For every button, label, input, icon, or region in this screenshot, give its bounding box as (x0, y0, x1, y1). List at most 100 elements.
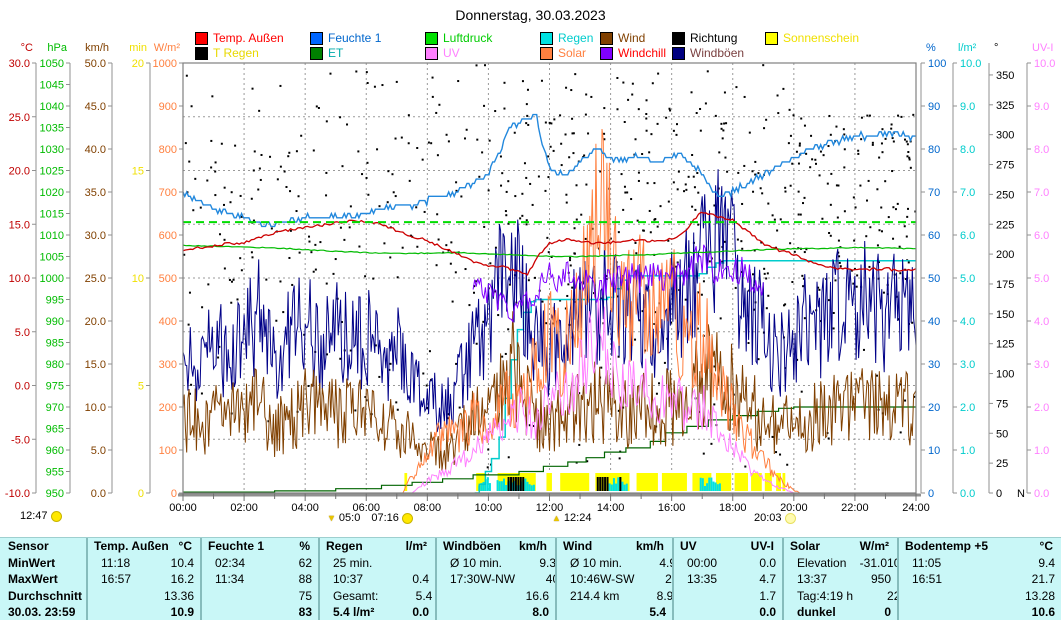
svg-text:5: 5 (138, 381, 144, 393)
cell-value: 75 (298, 588, 312, 603)
legend-color-swatch (540, 46, 553, 60)
svg-text:1000: 1000 (40, 273, 64, 285)
cell-value: 13.36 (163, 588, 194, 603)
table-column-header: Feuchte 1% (202, 538, 318, 555)
legend-color-swatch (195, 31, 208, 45)
svg-text:10.0: 10.0 (9, 273, 30, 285)
legend-color-swatch (672, 31, 685, 45)
svg-text:%: % (926, 42, 936, 54)
table-row-label: 30.03. 23:59 (0, 604, 86, 620)
table-column-solar: Solar W/m² Elevation -31.010 13:37 950 Tag:4:1… (782, 538, 897, 620)
svg-text:1020: 1020 (40, 187, 64, 199)
sun-noon-time: 12:47 (20, 510, 48, 522)
table-column-bodentemp-5: Bodentemp +5 °C 11:05 9.4 16:51 21.7 13.28 10.6 (897, 538, 1061, 620)
svg-text:5.0: 5.0 (960, 273, 975, 285)
table-column-header: Windböen km/h (437, 538, 555, 555)
cell-value: 21.7 (1031, 572, 1055, 587)
svg-text:400: 400 (159, 316, 177, 328)
legend-item-regen: Regen (540, 31, 593, 45)
svg-text:10.0: 10.0 (85, 402, 106, 414)
legend-color-swatch (600, 46, 613, 60)
column-name: UV (680, 539, 697, 554)
cell-value: 9.3 (539, 555, 555, 570)
table-row: 13.36 (88, 588, 200, 605)
svg-text:45.0: 45.0 (85, 101, 106, 113)
svg-text:50.0: 50.0 (85, 58, 106, 70)
cell-time: dunkel (797, 605, 836, 620)
svg-text:20: 20 (928, 402, 940, 414)
column-unit: UV-I (750, 539, 774, 554)
svg-text:995: 995 (46, 295, 64, 307)
svg-text:325: 325 (996, 100, 1014, 112)
legend-item-wind: Wind (600, 31, 645, 45)
cell-value: 9.4 (1038, 555, 1055, 570)
table-column-header: Temp. Außen °C (88, 538, 200, 555)
table-row: 10:46W-SW 29.7 (557, 571, 672, 588)
cell-value: 222 (887, 588, 897, 603)
svg-text:1015: 1015 (40, 209, 64, 221)
svg-text:30: 30 (928, 359, 940, 371)
svg-text:975: 975 (46, 381, 64, 393)
svg-text:4.0: 4.0 (1034, 316, 1049, 328)
svg-text:100: 100 (159, 445, 177, 457)
svg-text:0: 0 (928, 488, 934, 500)
svg-text:15: 15 (132, 166, 144, 178)
svg-text:90: 90 (928, 101, 940, 113)
legend-item-windb-en: Windböen (672, 46, 744, 60)
cell-value: 88 (298, 572, 312, 587)
table-row: dunkel 0 (784, 604, 897, 620)
svg-text:1000: 1000 (153, 58, 177, 70)
legend-item-et: ET (310, 46, 343, 60)
cell-time: Ø 10 min. (570, 555, 623, 570)
svg-text:14:00: 14:00 (597, 502, 625, 514)
svg-text:N: N (1017, 488, 1025, 500)
table-row: 11:05 9.4 (899, 555, 1061, 572)
cell-time: Elevation (797, 555, 847, 570)
row-label-text: Sensor (8, 539, 49, 554)
legend-item-uv: UV (425, 46, 460, 60)
legend-label: Richtung (690, 31, 738, 45)
legend-color-swatch (672, 46, 685, 60)
table-row: 10.6 (899, 604, 1061, 620)
table-row: 13.28 (899, 588, 1061, 605)
table-row: Ø 10 min. 9.3 (437, 555, 555, 572)
column-unit: km/h (635, 539, 664, 554)
svg-text:960: 960 (46, 445, 64, 457)
svg-text:35.0: 35.0 (85, 187, 106, 199)
table-column-header: Wind km/h (557, 538, 672, 555)
sunrise-time: 07:16 (371, 512, 399, 524)
sunset-time: 20:03 (754, 512, 782, 524)
svg-text:-10.0: -10.0 (5, 488, 30, 500)
svg-text:15.0: 15.0 (9, 219, 30, 231)
svg-text:300: 300 (996, 130, 1014, 142)
svg-text:2.0: 2.0 (960, 402, 975, 414)
legend-label: Solar (558, 46, 587, 60)
table-column-header: Solar W/m² (784, 538, 897, 555)
legend-label: Luftdruck (443, 31, 493, 45)
page-title: Donnerstag, 30.03.2023 (455, 7, 606, 23)
column-name: Temp. Außen (94, 539, 169, 554)
svg-text:1005: 1005 (40, 252, 64, 264)
cell-value: 0.0 (759, 555, 776, 570)
table-row-label-column: Sensor MinWert MaxWert Durchschnitt 30.03. 2… (0, 538, 86, 620)
cell-value: 0.4 (412, 572, 429, 587)
column-name: Regen (326, 539, 363, 554)
svg-text:0.0: 0.0 (1034, 488, 1049, 500)
svg-text:10: 10 (928, 445, 940, 457)
table-row: 13:35 4.7 (674, 571, 782, 588)
sun-icon (50, 510, 62, 522)
legend-item-luftdruck: Luftdruck (425, 31, 492, 45)
legend-label: Wind (618, 31, 646, 45)
row-label-text: 30.03. 23:59 (8, 605, 76, 620)
table-column-header: Regen l/m² (320, 538, 435, 555)
cell-value: 0.0 (759, 605, 776, 620)
table-row: 0.0 (674, 604, 782, 620)
table-row-label: Durchschnitt (0, 588, 86, 605)
moonrise-icon: ▲ (552, 512, 561, 523)
table-row: 5.4 (557, 604, 672, 620)
cell-time: 11:05 (912, 555, 942, 570)
cell-time: Gesamt: (333, 588, 379, 603)
table-row: 00:00 0.0 (674, 555, 782, 572)
cell-value: 1.7 (759, 588, 776, 603)
svg-text:24:00: 24:00 (902, 502, 930, 514)
